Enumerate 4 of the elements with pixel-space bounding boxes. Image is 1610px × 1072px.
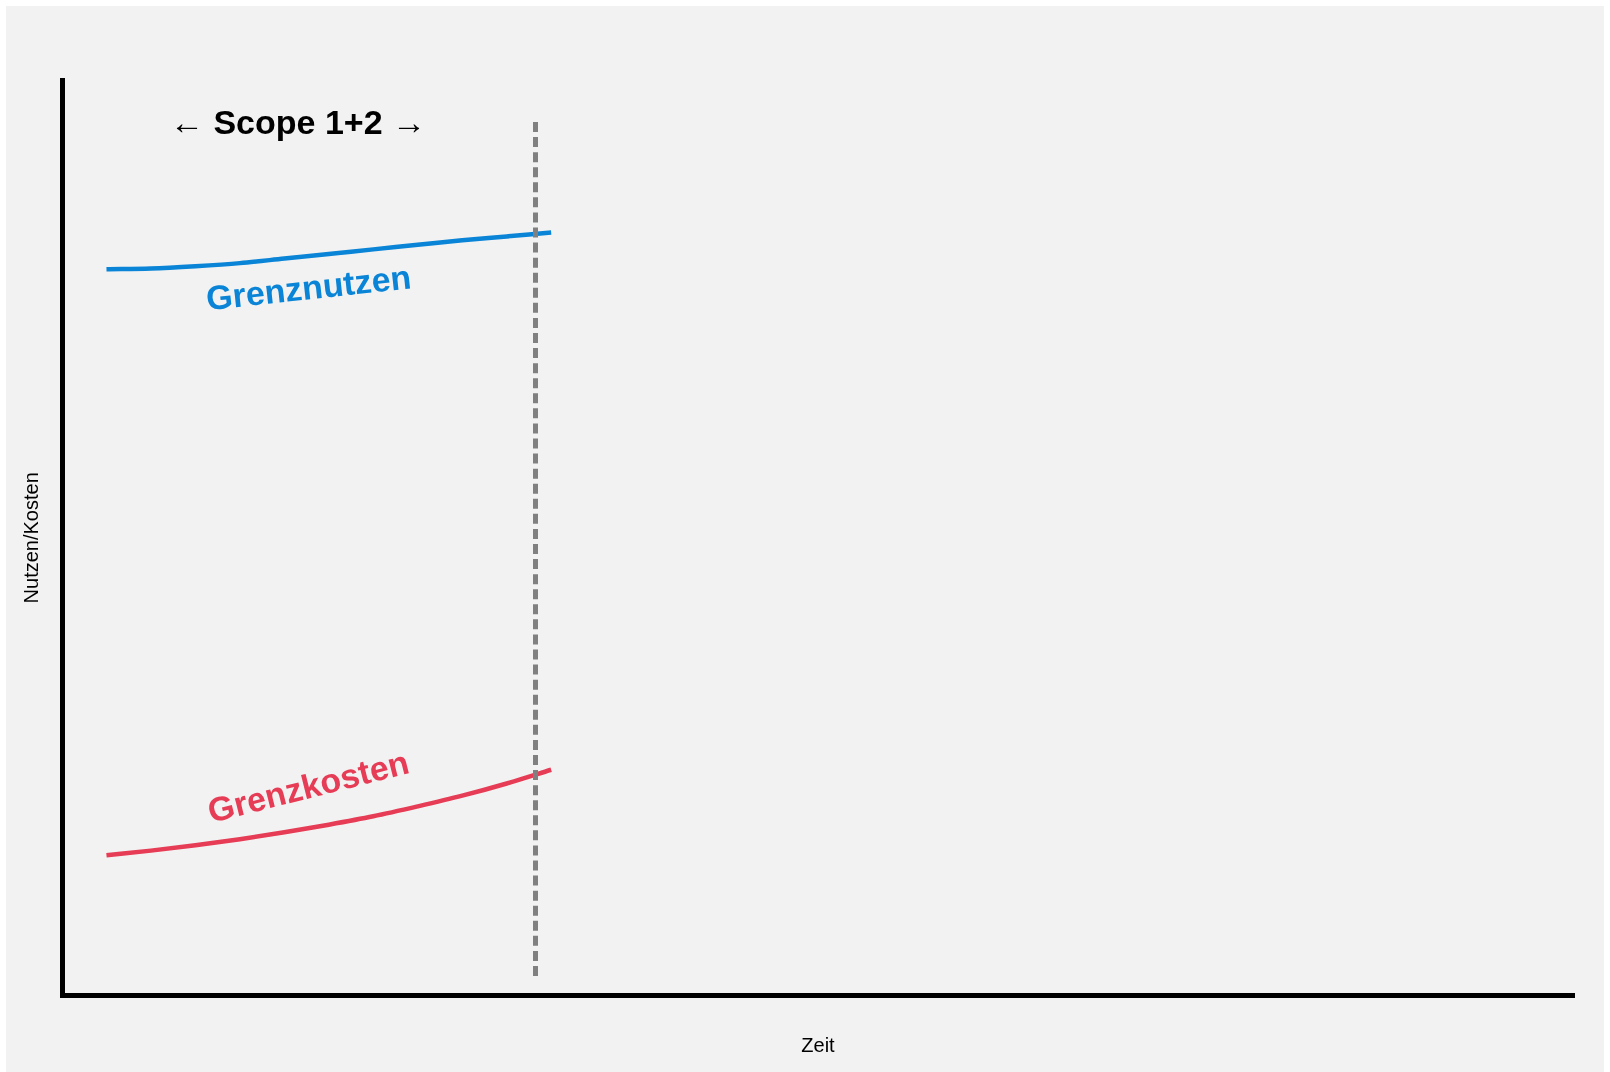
text: ← Scope 1+2 → [169, 103, 427, 142]
text: Grenznutzen [204, 257, 413, 318]
y-axis-title: Nutzen/Kosten [19, 472, 42, 604]
x-axis-title: Zeit [801, 1033, 836, 1056]
